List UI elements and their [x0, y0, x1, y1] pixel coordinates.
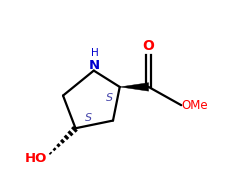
Text: HO: HO: [25, 152, 47, 165]
Text: OMe: OMe: [180, 99, 207, 112]
Text: S: S: [85, 113, 92, 123]
Text: N: N: [89, 59, 100, 72]
Text: O: O: [142, 39, 154, 53]
Text: H: H: [90, 48, 98, 58]
Text: S: S: [105, 93, 112, 104]
Polygon shape: [119, 83, 148, 91]
